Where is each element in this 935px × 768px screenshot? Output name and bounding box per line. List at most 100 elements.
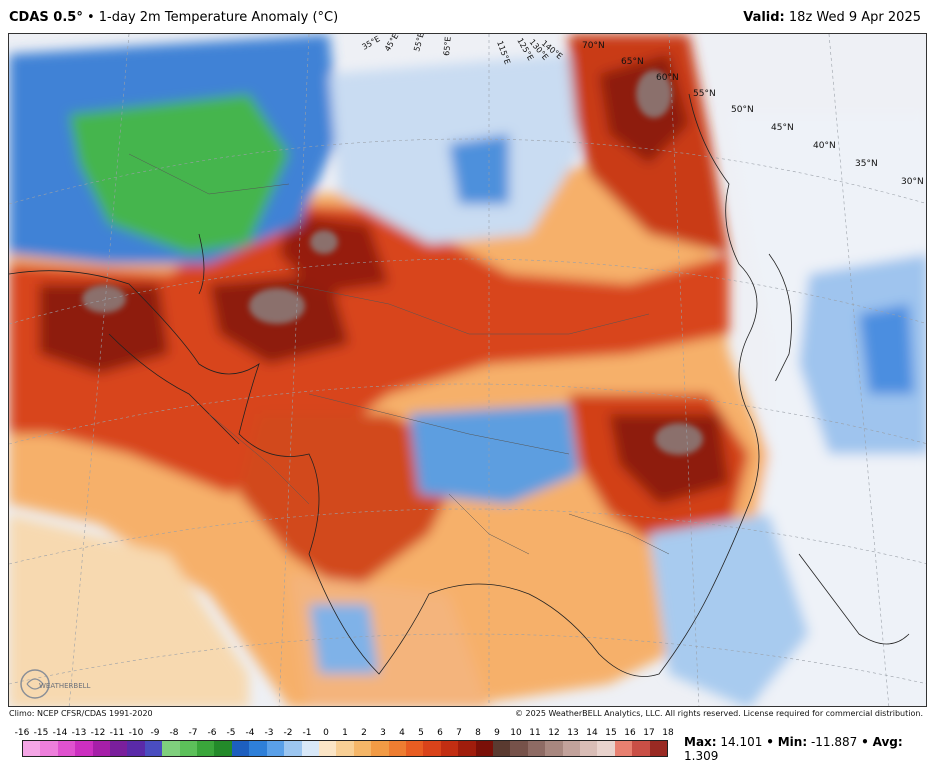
- scale-label: 5: [418, 728, 424, 738]
- scale-swatch: [423, 741, 441, 756]
- weatherbell-logo: WEATHERBELL: [19, 666, 99, 702]
- scale-label: 15: [605, 728, 617, 738]
- scale-label: -15: [33, 728, 49, 738]
- scale-swatch: [179, 741, 198, 756]
- scale-swatch: [405, 741, 424, 756]
- scale-label: -4: [245, 728, 255, 738]
- scale-swatch: [284, 741, 302, 756]
- scale-swatch: [562, 741, 580, 756]
- scale-label: 9: [494, 728, 500, 738]
- lat-label: 65°N: [621, 57, 644, 67]
- scale-label: 10: [510, 728, 522, 738]
- scale-swatch: [318, 741, 337, 756]
- scale-label: 13: [567, 728, 579, 738]
- scale-swatch: [57, 741, 76, 756]
- scale-label: 6: [437, 728, 443, 738]
- scale-swatch: [614, 741, 633, 756]
- scale-swatch: [580, 741, 598, 756]
- scale-label: -9: [150, 728, 160, 738]
- lat-label: 50°N: [731, 105, 754, 115]
- lat-label: 30°N: [901, 177, 924, 187]
- scale-label: 2: [361, 728, 367, 738]
- map-title: CDAS 0.5° • 1-day 2m Temperature Anomaly…: [9, 10, 339, 25]
- scale-swatch: [545, 741, 563, 756]
- min-value: -11.887: [810, 735, 858, 749]
- scale-swatch: [649, 741, 668, 756]
- scale-swatch: [336, 741, 354, 756]
- extreme-core: [310, 230, 338, 254]
- extreme-cores: [82, 70, 703, 455]
- scale-swatch: [458, 741, 476, 756]
- lon-label: 65°E: [442, 36, 453, 56]
- scale-label: 18: [662, 728, 674, 738]
- scale-swatch: [40, 741, 58, 756]
- stats-readout: Max: 14.101 • Min: -11.887 • Avg: 1.309: [684, 735, 903, 763]
- scale-swatch: [249, 741, 267, 756]
- scale-swatch: [92, 741, 111, 756]
- scale-label: 1: [342, 728, 348, 738]
- extreme-core: [655, 423, 703, 455]
- svg-text:WEATHERBELL: WEATHERBELL: [39, 682, 91, 690]
- scale-swatch: [597, 741, 615, 756]
- scale-swatch: [75, 741, 93, 756]
- scale-label: -13: [71, 728, 87, 738]
- valid-time: Valid: 18z Wed 9 Apr 2025: [743, 10, 921, 25]
- scale-label: -8: [169, 728, 179, 738]
- scale-label: 16: [624, 728, 636, 738]
- map-canvas: 70°N 65°N 60°N 55°N 50°N 45°N 40°N 35°N …: [9, 34, 926, 706]
- scale-swatch: [23, 741, 41, 756]
- logo-icon: WEATHERBELL: [20, 669, 91, 699]
- scale-label: 11: [529, 728, 541, 738]
- scale-swatch: [214, 741, 232, 756]
- scale-swatch: [475, 741, 493, 756]
- lat-label: 70°N: [582, 41, 605, 51]
- product-title: 1-day 2m Temperature Anomaly (°C): [98, 10, 339, 25]
- scale-swatch: [632, 741, 650, 756]
- anomaly-map: 70°N 65°N 60°N 55°N 50°N 45°N 40°N 35°N …: [8, 33, 927, 707]
- scale-label: 3: [380, 728, 386, 738]
- lat-label: 55°N: [693, 89, 716, 99]
- scale-label: -3: [264, 728, 274, 738]
- scale-swatch: [301, 741, 319, 756]
- color-scale: -16 -15 -14 -13 -12 -11 -10 -9 -8 -7 -6 -5 -4 -3 -2 -1 0…: [15, 728, 674, 757]
- scale-swatch: [197, 741, 215, 756]
- scale-label: 4: [399, 728, 405, 738]
- lat-label: 35°N: [855, 159, 878, 169]
- copyright-credit: © 2025 WeatherBELL Analytics, LLC. All r…: [515, 709, 923, 718]
- avg-value: 1.309: [684, 749, 719, 763]
- lat-label: 60°N: [656, 73, 679, 83]
- scale-label: -7: [188, 728, 198, 738]
- scale-swatch: [231, 741, 250, 756]
- scale-swatch: [371, 741, 389, 756]
- max-value: 14.101: [720, 735, 763, 749]
- scale-swatch: [353, 741, 372, 756]
- scale-label: 0: [323, 728, 329, 738]
- graticule: [9, 34, 926, 706]
- scale-label: -12: [90, 728, 106, 738]
- coastlines: [9, 93, 910, 677]
- extreme-core: [636, 70, 672, 118]
- lat-label: 40°N: [813, 141, 836, 151]
- scale-label: -10: [128, 728, 144, 738]
- scale-swatch: [527, 741, 546, 756]
- anomaly-field: [9, 34, 926, 706]
- scale-swatch: [162, 741, 180, 756]
- scale-label: -16: [14, 728, 30, 738]
- scale-swatch: [510, 741, 528, 756]
- scale-label: 14: [586, 728, 598, 738]
- scale-label: -2: [283, 728, 293, 738]
- scale-label: -1: [302, 728, 312, 738]
- scale-swatch: [440, 741, 459, 756]
- header: CDAS 0.5° • 1-day 2m Temperature Anomaly…: [0, 0, 935, 34]
- borders: [128, 153, 670, 555]
- scale-swatch: [144, 741, 163, 756]
- scale-swatch: [110, 741, 128, 756]
- scale-swatch: [492, 741, 511, 756]
- scale-labels: -16 -15 -14 -13 -12 -11 -10 -9 -8 -7 -6 -5 -4 -3 -2 -1 0…: [15, 728, 674, 739]
- scale-label: 8: [475, 728, 481, 738]
- scale-label: 12: [548, 728, 560, 738]
- scale-label: 7: [456, 728, 462, 738]
- scale-swatch: [127, 741, 145, 756]
- scale-label: -11: [109, 728, 125, 738]
- climo-credit: Climo: NCEP CFSR/CDAS 1991-2020: [9, 709, 153, 718]
